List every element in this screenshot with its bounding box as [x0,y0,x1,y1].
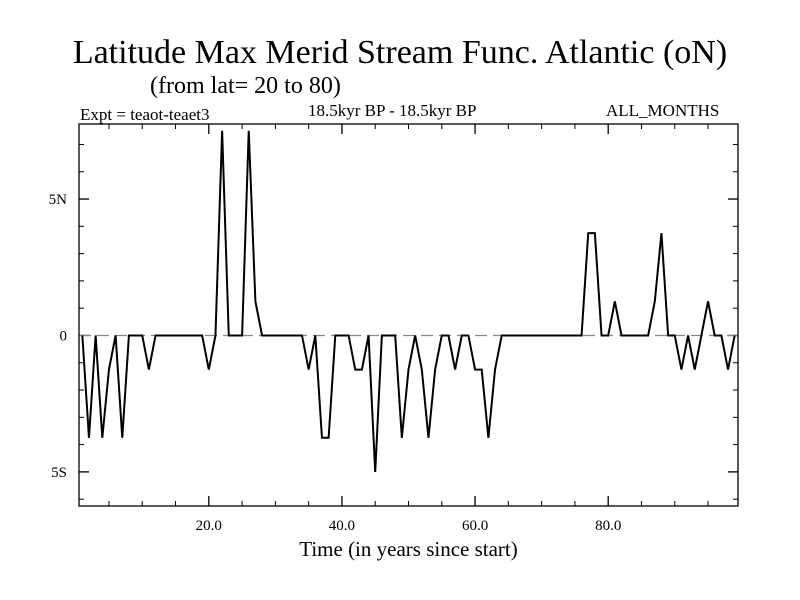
y-tick-label: 0 [60,328,68,344]
period-label: 18.5kyr BP - 18.5kyr BP [308,101,477,120]
y-tick-label: 5S [51,465,67,481]
x-axis-title: Time (in years since start) [299,537,518,561]
x-tick-label: 60.0 [462,518,488,534]
experiment-label: Expt = teaot-teaet3 [80,105,210,124]
y-tick-label: 5N [49,192,68,208]
series-line [81,130,736,472]
x-tick-label: 40.0 [329,518,355,534]
plot-frame [78,123,739,507]
axis-labels-layer: 20.0 40.0 60.0 80.0 5N 0 5S [49,192,622,534]
axis-ticks-layer [79,124,738,506]
x-tick-label: 20.0 [196,518,222,534]
x-tick-label: 80.0 [595,518,621,534]
chart-subtitle: (from lat= 20 to 80) [150,73,341,99]
months-label: ALL_MONTHS [606,101,720,120]
chart-title: Latitude Max Merid Stream Func. Atlantic… [72,34,728,71]
